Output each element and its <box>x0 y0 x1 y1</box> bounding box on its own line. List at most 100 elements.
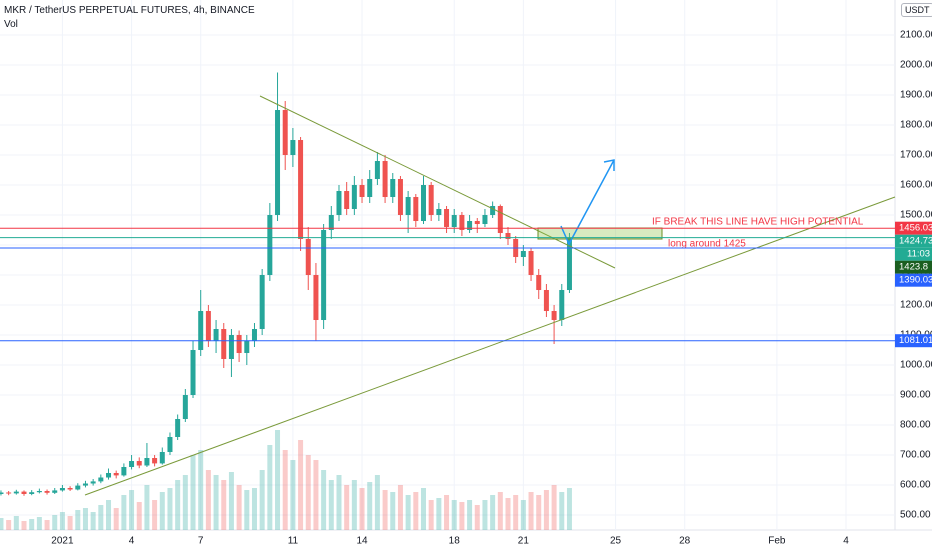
y-tick-label: 2100.00 <box>900 30 932 41</box>
candle-body <box>359 185 365 198</box>
candle-body <box>98 477 104 482</box>
price-label: 1456.03 <box>899 223 932 234</box>
price-label-bg <box>895 273 932 287</box>
candle-body <box>90 481 96 484</box>
volume-bar <box>29 519 35 530</box>
x-tick-label: Feb <box>768 536 786 547</box>
volume-bar <box>52 515 58 530</box>
volume-bar <box>474 505 480 530</box>
candle-body <box>136 461 142 466</box>
candle-body <box>536 275 542 291</box>
x-tick-label: 2021 <box>51 536 74 547</box>
volume-bar <box>152 500 158 530</box>
volume-bar <box>536 495 542 530</box>
y-tick-label: 900.00 <box>900 390 931 401</box>
candle-body <box>321 230 327 321</box>
candle-body <box>528 251 534 276</box>
candle-body <box>0 492 4 495</box>
candle-body <box>121 467 127 476</box>
x-tick-label: 7 <box>198 536 204 547</box>
candle-body <box>451 215 457 228</box>
volume-pane <box>0 430 572 530</box>
candle-body <box>490 206 496 216</box>
candle-body <box>82 483 88 486</box>
symbol-title: MKR / TetherUS PERPETUAL FUTURES, 4h, BI… <box>4 5 255 16</box>
volume-bar <box>75 510 81 530</box>
currency-button[interactable]: USDT <box>901 3 932 17</box>
candle-body <box>474 221 480 225</box>
candle-body <box>390 179 396 198</box>
price-label-bg <box>895 221 932 235</box>
annotation: long around 1425 <box>668 239 746 250</box>
volume-bar <box>405 495 411 530</box>
volume-bar <box>167 488 173 530</box>
candle-body <box>282 110 288 156</box>
volume-bar <box>106 500 112 530</box>
volume-bar <box>374 475 380 530</box>
y-tick-label: 1600.00 <box>900 180 932 191</box>
candle-body <box>236 335 242 354</box>
y-tick-label: 700.00 <box>900 450 931 461</box>
volume-bar <box>528 492 534 530</box>
volume-bar <box>290 460 296 530</box>
volume-bar <box>359 488 365 530</box>
candle-body <box>328 215 334 231</box>
candle-body <box>482 215 488 225</box>
candle-body <box>551 311 557 321</box>
header: MKR / TetherUS PERPETUAL FUTURES, 4h, BI… <box>4 4 255 32</box>
candle-body <box>113 473 119 476</box>
volume-bar <box>190 455 196 530</box>
volume-bar <box>259 470 265 530</box>
candle-body <box>305 239 311 276</box>
candle-body <box>129 461 135 468</box>
volume-bar <box>497 492 503 530</box>
candle-body <box>459 215 465 231</box>
volume-bar <box>82 508 88 530</box>
volume-bar <box>482 500 488 530</box>
descending-trendline <box>259 95 616 269</box>
candle-body <box>251 329 257 342</box>
candle-body <box>259 275 265 330</box>
volume-bar <box>490 495 496 530</box>
candle-body <box>13 491 19 494</box>
y-tick-label: 1700.00 <box>900 150 932 161</box>
volume-bar <box>298 440 304 530</box>
volume-bar <box>313 460 319 530</box>
candle-body <box>467 221 473 231</box>
volume-bar <box>344 485 350 530</box>
volume-bar <box>336 475 342 530</box>
candle-body <box>152 458 158 464</box>
y-tick-label: 1900.00 <box>900 90 932 101</box>
candle-body <box>106 473 112 478</box>
y-tick-label: 1500.00 <box>900 210 932 221</box>
volume-bar <box>282 450 288 530</box>
volume-bar <box>382 490 388 530</box>
candle-body <box>336 191 342 216</box>
candle-body <box>190 350 196 396</box>
volume-bar <box>451 500 457 530</box>
volume-bar <box>390 492 396 530</box>
indicator-label: Vol <box>4 19 18 30</box>
price-label: 1390.03 <box>899 275 932 286</box>
candle-body <box>144 458 150 466</box>
volume-bar <box>175 480 181 530</box>
volume-bar <box>275 430 281 530</box>
candle-body <box>167 437 173 453</box>
candle-body <box>29 492 35 495</box>
volume-bar <box>221 480 227 530</box>
volume-bar <box>67 516 73 530</box>
candle-body <box>221 329 227 360</box>
candle-body <box>205 311 211 342</box>
y-tick-label: 500.00 <box>900 510 931 521</box>
volume-bar <box>351 480 357 530</box>
candle-body <box>367 179 373 198</box>
candle-body <box>36 491 42 493</box>
x-tick-label: 18 <box>449 536 461 547</box>
grid <box>0 0 895 530</box>
x-tick-label: 28 <box>679 536 691 547</box>
candle-body <box>543 290 549 312</box>
volume-bar <box>420 488 426 530</box>
candle-body <box>413 197 419 222</box>
volume-bar <box>251 488 257 530</box>
